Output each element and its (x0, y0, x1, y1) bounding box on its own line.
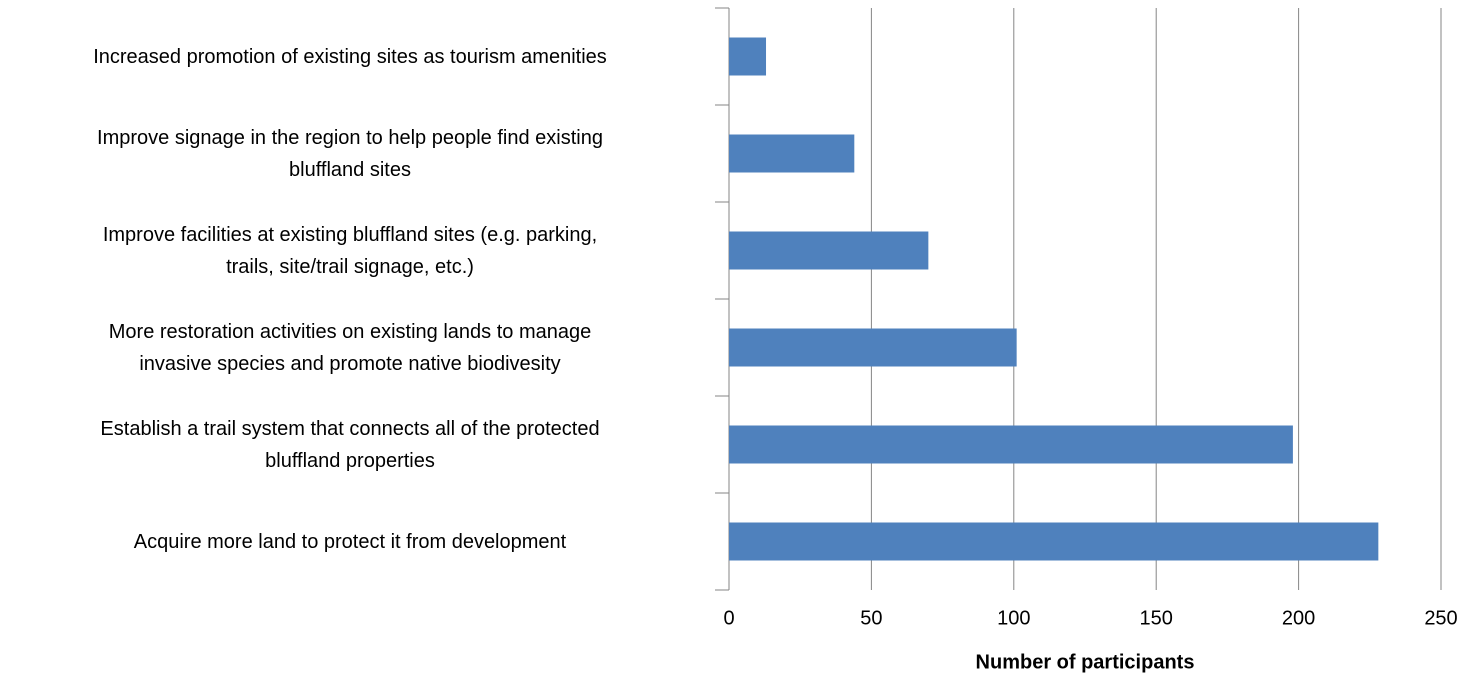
x-tick-label: 200 (1282, 607, 1315, 629)
x-tick-label: 0 (723, 607, 734, 629)
bar (729, 425, 1293, 464)
y-tick-label: More restoration activities on existing … (108, 320, 592, 375)
bar (729, 522, 1379, 561)
y-tick-label: Improve signage in the region to help pe… (97, 126, 603, 181)
y-tick-label: Improve facilities at existing bluffland… (102, 223, 598, 278)
x-tick-label: 250 (1424, 607, 1457, 629)
y-tick-label: Establish a trail system that connects a… (100, 417, 600, 472)
bar (729, 328, 1017, 367)
bar (729, 134, 855, 173)
x-axis-title: Number of participants (976, 651, 1195, 673)
x-tick-label: 150 (1140, 607, 1173, 629)
y-tick-label: Acquire more land to protect it from dev… (133, 530, 567, 553)
x-tick-label: 50 (860, 607, 882, 629)
bar (729, 37, 767, 76)
x-tick-label: 100 (997, 607, 1030, 629)
bar (729, 231, 929, 270)
y-tick-label: Increased promotion of existing sites as… (93, 45, 607, 68)
